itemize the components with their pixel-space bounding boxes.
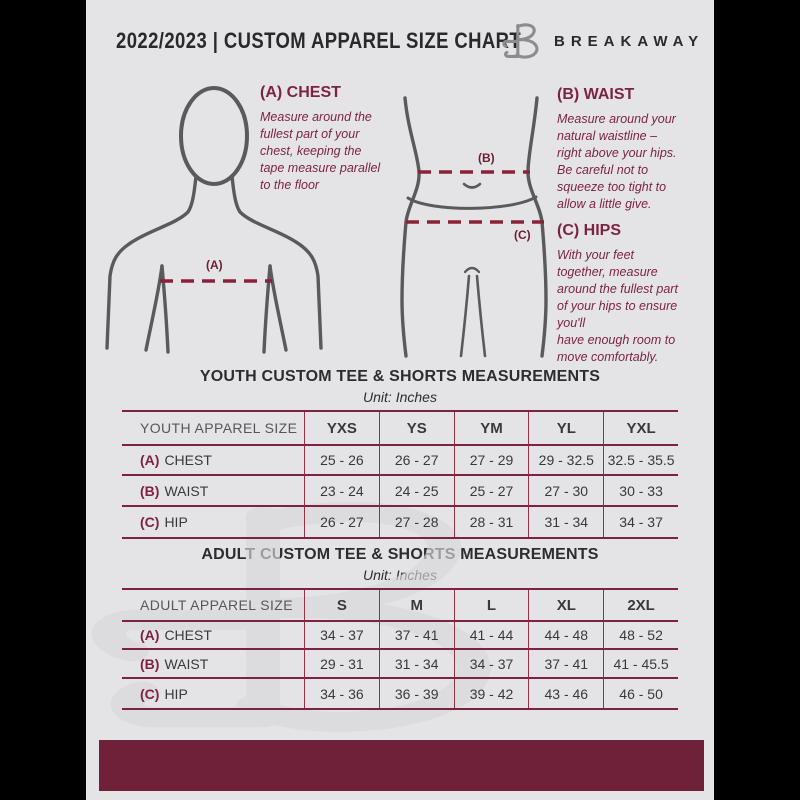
youth-value-cell: 32.5 - 35.5 [603,446,678,476]
youth-value-cell: 25 - 27 [453,476,529,507]
chest-guide-heading: (A) CHEST [260,84,341,101]
row-label-text: WAIST [164,655,209,672]
adult-value-cell: 39 - 42 [453,679,529,708]
chest-guide-text: Measure around the fullest part of your … [260,110,381,192]
row-prefix: (C) [140,685,160,702]
adult-value-cell: 41 - 45.5 [603,650,678,679]
row-prefix: (B) [140,655,160,672]
adult-table-title: ADULT CUSTOM TEE & SHORTS MEASUREMENTS [201,546,599,563]
row-label-text: CHEST [164,627,212,643]
row-prefix: (A) [140,627,160,643]
chest-line-label: (A) [206,258,223,272]
youth-table-unit: Unit: Inches [363,389,437,405]
adult-size-table: ADULT APPAREL SIZE S M L XL 2XL (A) CHEST 34 - 3… [122,588,678,710]
youth-row-label: (B) WAIST [122,476,304,507]
youth-value-cell: 27 - 28 [378,507,454,537]
waist-guide: (B) WAIST Measure around your natural wa… [557,86,713,213]
youth-row-label: (C) HIP [122,507,304,537]
row-label-text: CHEST [164,452,212,468]
row-prefix: (C) [140,514,160,530]
breakaway-logo-icon [502,18,546,64]
chart-sheet: 2022/2023 | CUSTOM APPAREL SIZE CHART BR… [86,0,714,800]
youth-header-cell: YS [378,412,454,446]
adult-header-cell: M [378,590,454,622]
hips-guide-heading: (C) HIPS [557,222,621,239]
adult-row-label: (B) WAIST [122,650,304,679]
youth-value-cell: 28 - 31 [453,507,529,537]
adult-header-cell: L [453,590,529,622]
youth-header-cell: YL [528,412,604,446]
youth-value-cell: 27 - 29 [453,446,529,476]
adult-value-cell: 31 - 34 [378,650,454,679]
waist-line-label: (B) [478,151,495,165]
adult-value-cell: 34 - 37 [453,650,529,679]
row-prefix: (B) [140,482,160,499]
adult-value-cell: 37 - 41 [378,622,454,650]
adult-value-cell: 34 - 37 [304,622,379,650]
footer-bar [99,740,704,791]
youth-header-cell: YOUTH APPAREL SIZE [122,412,304,446]
youth-value-cell: 29 - 32.5 [528,446,604,476]
waist-guide-text: Measure around your natural waistline – … [557,112,677,211]
adult-header-cell: ADULT APPAREL SIZE [122,590,304,622]
waist-guide-heading: (B) WAIST [557,86,635,103]
youth-value-cell: 23 - 24 [304,476,379,507]
chest-guide: (A) CHEST Measure around the fullest par… [260,84,452,194]
adult-value-cell: 46 - 50 [603,679,678,708]
youth-value-cell: 24 - 25 [378,476,454,507]
youth-row-label: (A) CHEST [122,446,304,476]
adult-value-cell: 36 - 39 [378,679,454,708]
adult-header-cell: 2XL [603,590,678,622]
row-label-text: HIP [164,514,188,530]
youth-size-table: YOUTH APPAREL SIZE YXS YS YM YL YXL (A) CHEST 25… [122,410,678,539]
page-title: 2022/2023 | CUSTOM APPAREL SIZE CHART [116,28,522,53]
youth-value-cell: 34 - 37 [603,507,678,537]
youth-value-cell: 25 - 26 [304,446,379,476]
youth-header-cell: YXL [603,412,678,446]
youth-value-cell: 26 - 27 [304,507,379,537]
adult-row-label: (C) HIP [122,679,304,708]
adult-value-cell: 34 - 36 [304,679,379,708]
youth-value-cell: 30 - 33 [603,476,678,507]
adult-value-cell: 37 - 41 [528,650,604,679]
youth-value-cell: 31 - 34 [528,507,603,537]
adult-value-cell: 44 - 48 [528,622,604,650]
adult-header-cell: XL [528,590,604,622]
adult-value-cell: 48 - 52 [603,622,678,650]
adult-row-label: (A) CHEST [122,622,304,650]
youth-value-cell: 26 - 27 [378,446,454,476]
adult-value-cell: 29 - 31 [304,650,379,679]
adult-value-cell: 43 - 46 [528,679,603,708]
youth-header-cell: YXS [304,412,379,446]
row-prefix: (A) [140,452,160,468]
row-label-text: HIP [164,685,188,702]
adult-header-cell: S [304,590,379,622]
youth-table-title: YOUTH CUSTOM TEE & SHORTS MEASUREMENTS [199,368,601,385]
brand-name: BREAKAWAY [554,33,705,50]
hips-line-label: (C) [514,228,531,242]
body-measurement-diagram [105,86,548,358]
hips-guide-text: With your feet together, measure around … [557,248,678,364]
adult-value-cell: 41 - 44 [453,622,529,650]
youth-header-cell: YM [453,412,529,446]
youth-value-cell: 27 - 30 [528,476,604,507]
hips-guide: (C) HIPS With your feet together, measur… [557,222,717,366]
row-label-text: WAIST [164,482,209,499]
